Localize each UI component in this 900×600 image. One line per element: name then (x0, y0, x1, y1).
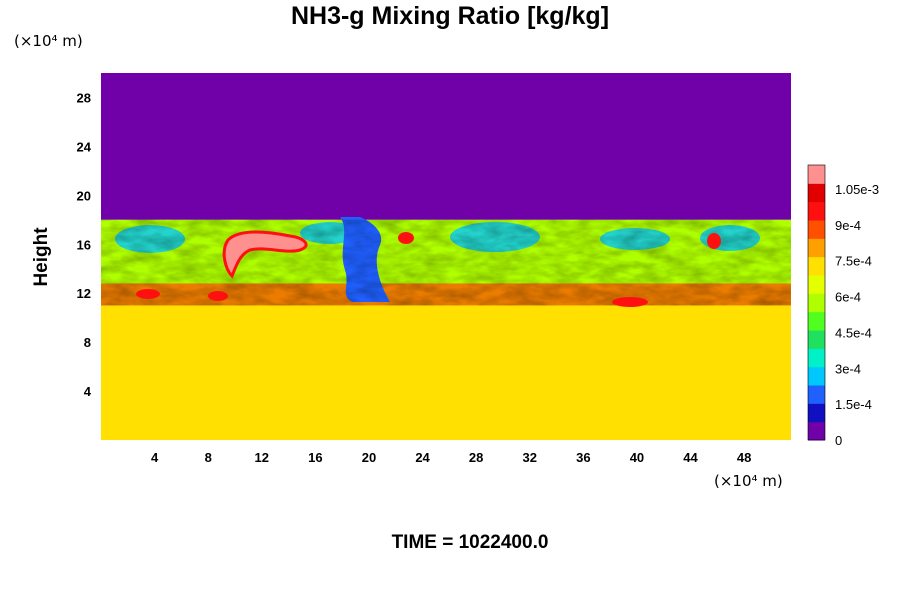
x-axis: 4 8 12 16 20 24 28 32 36 40 44 48 (151, 450, 751, 465)
x-tick-label: 16 (308, 450, 322, 465)
x-tick-label: 4 (151, 450, 159, 465)
colorbar-swatch (808, 183, 825, 203)
y-tick-label: 12 (77, 286, 91, 301)
high-value-plume (222, 230, 308, 279)
x-tick-label: 24 (415, 450, 430, 465)
y-axis: 4 8 12 16 20 24 28 (77, 90, 92, 399)
x-tick-label: 36 (576, 450, 590, 465)
colorbar-swatch (808, 403, 825, 423)
colorbar-swatch (808, 220, 825, 239)
colorbar-swatch (808, 165, 825, 184)
colorbar-swatch (808, 293, 825, 313)
y-tick-label: 16 (77, 237, 91, 252)
red-spot (707, 233, 721, 249)
colorbar-tick-label: 1.5e-4 (835, 397, 872, 412)
colorbar-frame (807, 164, 826, 441)
red-spot (398, 232, 414, 244)
x-tick-label: 48 (737, 450, 751, 465)
y-axis-unit-label: (×10⁴ m) (14, 32, 83, 50)
x-tick-label: 20 (362, 450, 376, 465)
turbulence-texture (101, 217, 791, 307)
time-footer: TIME = 1022400.0 (391, 532, 549, 553)
y-tick-label: 4 (84, 384, 92, 399)
noise-overlay (101, 219, 791, 306)
colorbar-swatch (808, 275, 825, 294)
chart-title: NH3-g Mixing Ratio [kg/kg] (290, 2, 610, 30)
colorbar-swatch (808, 238, 825, 258)
x-axis-unit-label: (×10⁴ m) (714, 472, 783, 490)
x-tick-label: 28 (469, 450, 483, 465)
heatmap-area (101, 73, 791, 440)
colorbar-tick-label: 4.5e-4 (835, 325, 872, 340)
y-tick-label: 24 (77, 139, 92, 154)
heatmap-layer (101, 73, 791, 220)
colorbar-swatch (808, 421, 825, 441)
y-tick-label: 8 (84, 335, 91, 350)
colorbar-tick-label: 9e-4 (835, 218, 861, 233)
colorbar-swatch (808, 385, 825, 404)
x-tick-label: 32 (523, 450, 537, 465)
colorbar-tick-label: 3e-4 (835, 361, 861, 376)
colorbar-swatch (808, 366, 825, 386)
x-tick-label: 44 (683, 450, 698, 465)
colorbar-swatch (808, 256, 825, 276)
colorbar: 0 1.5e-4 3e-4 4.5e-4 6e-4 7.5e-4 9e-4 1.05e-3 (807, 164, 879, 448)
red-spot (208, 291, 228, 301)
x-tick-label: 40 (630, 450, 644, 465)
colorbar-tick-label: 7.5e-4 (835, 254, 872, 269)
heatmap-layer (101, 305, 791, 440)
colorbar-tick-label: 1.05e-3 (835, 182, 879, 197)
x-tick-label: 8 (205, 450, 212, 465)
y-tick-label: 28 (77, 90, 91, 105)
x-tick-label: 12 (255, 450, 269, 465)
red-spot (612, 297, 648, 307)
colorbar-tick-label: 0 (835, 433, 842, 448)
colorbar-swatch (808, 311, 825, 331)
red-spot (136, 289, 160, 299)
colorbar-tick-label: 6e-4 (835, 290, 861, 305)
colorbar-swatch (808, 348, 825, 368)
colorbar-swatch (808, 330, 825, 349)
colorbar-swatch (808, 201, 825, 221)
y-tick-label: 20 (77, 188, 91, 203)
